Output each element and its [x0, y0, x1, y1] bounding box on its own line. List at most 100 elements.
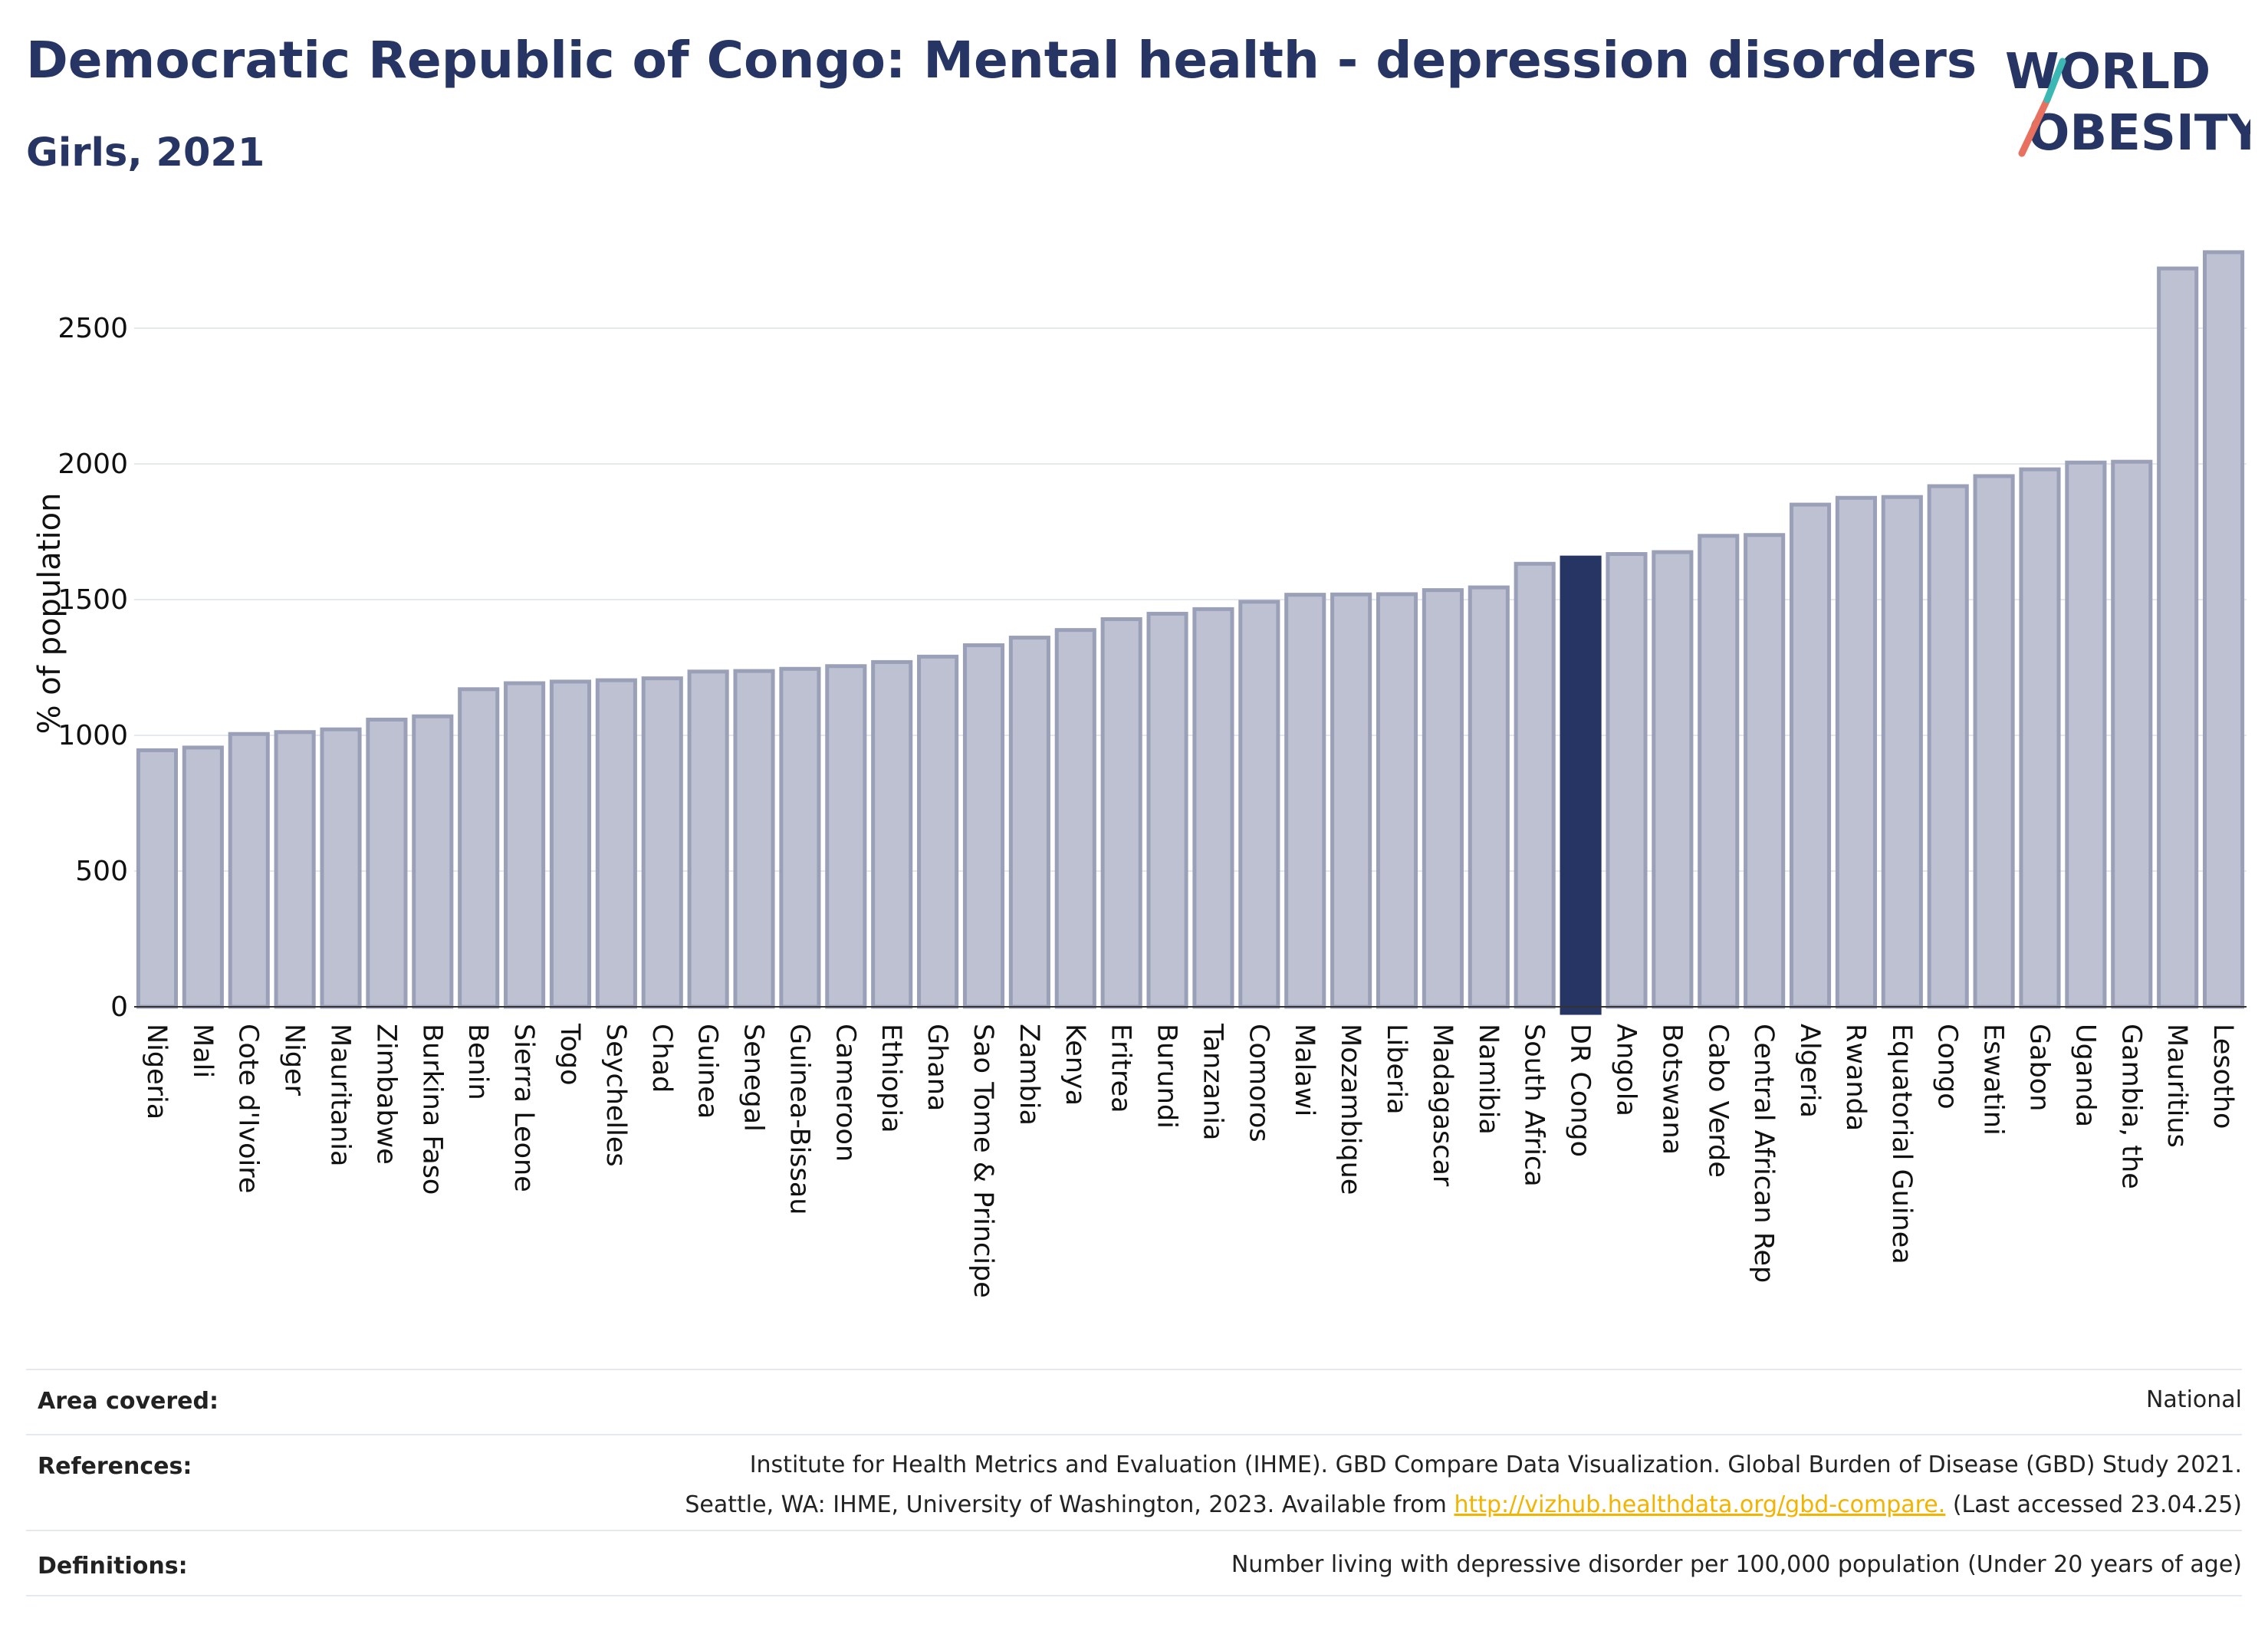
bar-guinea [687, 669, 729, 1009]
bars [136, 250, 2245, 1015]
bar-cabo-verde [1698, 534, 1740, 1009]
chart-title: Democratic Republic of Congo: Mental hea… [26, 31, 1977, 90]
x-tick-label: Uganda [2069, 1024, 2100, 1127]
x-tick-label: Togo [554, 1023, 585, 1085]
ref-label: References: [38, 1453, 192, 1480]
bar-algeria [1789, 502, 1832, 1009]
x-tick-label: Rwanda [1840, 1024, 1871, 1131]
bar-dr-congo [1560, 555, 1602, 1015]
bar-zimbabwe [366, 717, 408, 1009]
bar-central-african-rep [1744, 533, 1786, 1009]
y-tick-label: 0 [110, 991, 128, 1023]
ref-line1: Institute for Health Metrics and Evaluat… [749, 1452, 2242, 1478]
bar-mali [182, 745, 224, 1009]
x-tick-label: Mauritius [2161, 1024, 2192, 1148]
chart-subtitle: Girls, 2021 [26, 130, 265, 176]
bar-madagascar [1422, 588, 1464, 1009]
bar-chad [641, 676, 683, 1009]
bar-zambia [1008, 636, 1050, 1009]
y-tick-label: 500 [75, 856, 128, 887]
y-tick-label: 1500 [58, 584, 128, 616]
x-tick-label: Ethiopia [876, 1024, 906, 1133]
divider-top [26, 1369, 2242, 1370]
bar-liberia [1376, 592, 1418, 1009]
bar-tanzania [1192, 607, 1234, 1009]
x-tick-label: Burundi [1152, 1024, 1182, 1129]
y-tick-label: 2000 [58, 449, 128, 480]
x-tick-label: Congo [1932, 1024, 1963, 1110]
x-tick-label: Eritrea [1106, 1024, 1136, 1113]
x-tick-label: Benin [462, 1024, 493, 1100]
bar-gambia-the [2111, 459, 2153, 1009]
x-tick-label: Central African Rep [1748, 1024, 1779, 1283]
bar-congo [1927, 484, 1969, 1009]
x-tick-label: Chad [646, 1024, 677, 1093]
bar-togo [549, 679, 592, 1009]
x-tick-label: DR Congo [1565, 1024, 1596, 1157]
bar-niger [274, 730, 316, 1009]
x-tick-label: South Africa [1519, 1024, 1550, 1187]
bar-south-africa [1514, 561, 1556, 1009]
y-tick-label: 1000 [58, 720, 128, 751]
bar-eritrea [1100, 616, 1142, 1009]
bar-chart: 0 500 1000 1500 2000 2500 % of population Nig… [32, 250, 2247, 1298]
divider-bottom [26, 1595, 2242, 1596]
divider-2 [26, 1434, 2242, 1435]
bar-mauritius [2157, 266, 2199, 1009]
x-tick-label: Mauritania [325, 1024, 356, 1166]
x-tick-label: Botswana [1656, 1024, 1687, 1155]
ref-link[interactable]: http://vizhub.healthdata.org/gbd-compare… [1454, 1491, 1946, 1518]
bar-cote-d-ivoire [228, 732, 270, 1009]
area-value: National [2145, 1386, 2242, 1413]
bar-nigeria [136, 748, 179, 1009]
x-tick-label: Mozambique [1335, 1024, 1366, 1195]
logo-line2: OBESITY [2028, 105, 2250, 162]
ref-line2: Seattle, WA: IHME, University of Washing… [685, 1485, 2242, 1525]
x-tick-label: Guinea [692, 1024, 723, 1119]
x-tick-label: Cabo Verde [1702, 1024, 1733, 1178]
x-tick-label: Sierra Leone [508, 1024, 539, 1192]
def-label: Definitions: [38, 1553, 188, 1580]
y-axis-ticks: 0 500 1000 1500 2000 2500 [58, 313, 128, 1023]
bar-equatorial-guinea [1881, 495, 1923, 1009]
bar-angola [1606, 552, 1648, 1009]
x-tick-label: Kenya [1060, 1024, 1090, 1106]
bar-ghana [917, 654, 959, 1009]
x-tick-label: Sao Tome & Principe [968, 1024, 998, 1298]
x-tick-label: Seychelles [600, 1024, 631, 1167]
bar-cameroon [825, 664, 867, 1009]
x-tick-label: Cameroon [830, 1024, 860, 1162]
x-tick-label: Tanzania [1197, 1023, 1228, 1140]
x-tick-label: Cote d'Ivoire [233, 1024, 264, 1193]
x-tick-label: Comoros [1243, 1024, 1274, 1142]
divider-3 [26, 1530, 2242, 1531]
x-tick-label: Gambia, the [2115, 1024, 2146, 1189]
y-axis-label: % of population [32, 493, 67, 735]
x-tick-label: Namibia [1473, 1024, 1504, 1135]
x-tick-label: Senegal [738, 1024, 769, 1132]
bar-sao-tome-principe [962, 643, 1005, 1009]
bar-eswatini [1973, 474, 2015, 1009]
x-tick-label: Madagascar [1427, 1024, 1458, 1187]
x-axis-ticks: Nigeria Mali Cote d'Ivoire Niger Mauritania Z… [141, 1023, 2238, 1298]
ref-line2-post: (Last accessed 23.04.25) [1952, 1491, 2242, 1518]
x-tick-label: Malawi [1289, 1024, 1320, 1116]
bar-ethiopia [871, 659, 913, 1009]
x-tick-label: Algeria [1794, 1024, 1825, 1118]
bar-senegal [733, 669, 775, 1009]
bar-guinea-bissau [779, 666, 821, 1009]
y-tick-label: 2500 [58, 313, 128, 344]
bar-namibia [1468, 585, 1510, 1009]
bar-mauritania [320, 727, 362, 1009]
x-tick-label: Burkina Faso [416, 1024, 447, 1195]
x-tick-label: Gabon [2023, 1024, 2054, 1111]
x-tick-label: Lesotho [2207, 1024, 2238, 1129]
x-tick-label: Mali [187, 1024, 218, 1078]
bar-lesotho [2202, 250, 2245, 1009]
x-tick-label: Angola [1610, 1024, 1641, 1116]
bar-mozambique [1330, 592, 1372, 1009]
bar-benin [458, 687, 500, 1009]
bar-comoros [1238, 600, 1280, 1009]
x-tick-label: Zambia [1014, 1024, 1044, 1126]
bar-burundi [1146, 611, 1188, 1009]
